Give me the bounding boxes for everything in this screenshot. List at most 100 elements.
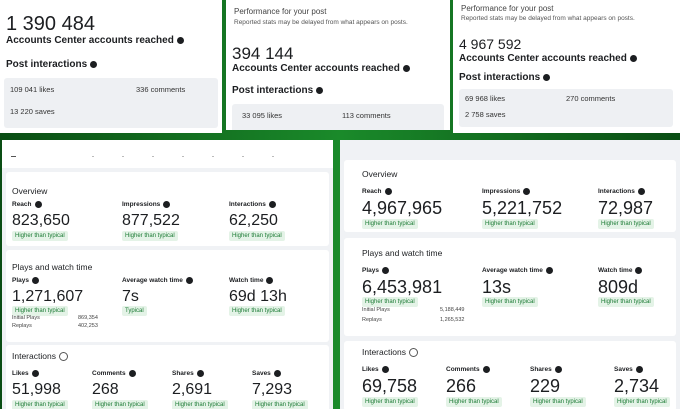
metric-label: Comments bbox=[92, 370, 136, 378]
stats-box bbox=[459, 89, 673, 127]
info-icon bbox=[266, 277, 274, 284]
typical-badge: Higher than typical bbox=[598, 297, 654, 307]
metric-value: 7,293 bbox=[252, 381, 293, 398]
dot bbox=[122, 156, 124, 157]
metric-label: Watch time bbox=[598, 267, 643, 275]
panel-note: Reported stats may be delayed from what … bbox=[234, 19, 408, 26]
metric-label: Reach bbox=[362, 188, 392, 196]
card bbox=[6, 250, 329, 342]
info-icon bbox=[268, 201, 276, 208]
section-title: Plays and watch time bbox=[362, 248, 443, 258]
metric-label: Watch time bbox=[229, 277, 274, 285]
info-icon bbox=[90, 60, 98, 68]
back-arrow bbox=[11, 156, 16, 157]
section-title: Overview bbox=[12, 186, 48, 196]
section-title: Overview bbox=[362, 169, 398, 179]
info-icon bbox=[523, 188, 531, 195]
dot bbox=[92, 156, 94, 157]
typical-badge: Higher than typical bbox=[12, 231, 68, 241]
typical-badge: Higher than typical bbox=[482, 219, 538, 229]
detail-value: 869,354 bbox=[78, 315, 98, 321]
stats-box bbox=[232, 104, 444, 130]
metric-value: 2,734 bbox=[614, 376, 660, 396]
typical-badge: Higher than typical bbox=[446, 397, 502, 407]
metric-label: Saves bbox=[252, 370, 281, 378]
metric-value: 266 bbox=[446, 376, 477, 396]
metric-value: 5,221,752 bbox=[482, 198, 563, 218]
metric-label: Shares bbox=[172, 370, 204, 378]
metric-label: Likes bbox=[12, 370, 39, 378]
info-icon bbox=[58, 352, 68, 362]
typical-badge: Higher than typical bbox=[12, 306, 68, 316]
metric-value: 51,998 bbox=[12, 381, 61, 398]
metric-value: 62,250 bbox=[229, 212, 278, 229]
dot bbox=[152, 156, 154, 157]
metric-value: 4,967,965 bbox=[362, 198, 443, 218]
metric-label: Average watch time bbox=[122, 277, 193, 285]
panel-note: Reported stats may be delayed from what … bbox=[461, 15, 635, 22]
section-title: Post interactions bbox=[459, 73, 551, 83]
info-icon bbox=[554, 366, 562, 373]
metric-label: Plays bbox=[362, 267, 389, 275]
panel-heading: Performance for your post bbox=[461, 4, 554, 13]
detail-label: Initial Plays bbox=[362, 307, 390, 313]
metric-value: 229 bbox=[530, 376, 561, 396]
section-title: Interactions bbox=[12, 352, 68, 362]
metric-value: 268 bbox=[92, 381, 119, 398]
typical-badge: Higher than typical bbox=[252, 400, 308, 409]
insights-panel: Overview Reach 4,967,965 Higher than typica… bbox=[340, 140, 680, 409]
section-title: Interactions bbox=[362, 348, 418, 358]
info-icon bbox=[482, 366, 490, 373]
dot bbox=[242, 156, 244, 157]
metric-value: 69,758 bbox=[362, 376, 418, 396]
detail-value: 5,188,449 bbox=[440, 307, 465, 313]
section-title: Plays and watch time bbox=[12, 262, 93, 272]
typical-badge: Higher than typical bbox=[482, 297, 538, 307]
metric-label: Impressions bbox=[122, 201, 171, 209]
stat: 113 comments bbox=[342, 111, 391, 120]
metric-value: 809d bbox=[598, 277, 639, 297]
reach-value: 4 967 592 bbox=[459, 36, 522, 52]
detail-value: 1,265,532 bbox=[440, 317, 465, 323]
metric-label: Interactions bbox=[598, 188, 645, 196]
info-icon bbox=[637, 188, 645, 195]
stat: 270 comments bbox=[566, 94, 616, 103]
metric-value: 72,987 bbox=[598, 198, 654, 218]
info-icon bbox=[402, 64, 410, 72]
metric-value: 1,271,607 bbox=[12, 288, 84, 305]
info-icon bbox=[196, 370, 204, 377]
dot bbox=[272, 156, 274, 157]
info-icon bbox=[543, 73, 551, 81]
info-icon bbox=[128, 370, 136, 377]
dot bbox=[182, 156, 184, 157]
metric-value: 2,691 bbox=[172, 381, 213, 398]
metric-label: Average watch time bbox=[482, 267, 553, 275]
typical-badge: Higher than typical bbox=[530, 397, 586, 407]
typical-badge: Higher than typical bbox=[362, 397, 418, 407]
metric-value: 6,453,981 bbox=[362, 277, 443, 297]
info-icon bbox=[185, 277, 193, 284]
metric-label: Likes bbox=[362, 366, 389, 374]
reach-label: Accounts Center accounts reached bbox=[459, 54, 637, 64]
insights-panel: Overview Reach 823,650 Higher than typical I… bbox=[2, 140, 333, 409]
panel-heading: Performance for your post bbox=[234, 7, 327, 16]
typical-badge: Higher than typical bbox=[12, 400, 68, 409]
stat: 109 041 likes bbox=[10, 85, 55, 94]
metric-label: Plays bbox=[12, 277, 39, 285]
typical-badge: Higher than typical bbox=[598, 219, 654, 229]
reach-label: Accounts Center accounts reached bbox=[6, 36, 184, 46]
metric-label: Impressions bbox=[482, 188, 531, 196]
typical-badge: Higher than typical bbox=[614, 397, 670, 407]
detail-label: Initial Plays bbox=[12, 315, 40, 321]
info-icon bbox=[273, 370, 281, 377]
metric-value: 69d 13h bbox=[229, 288, 287, 305]
reach-value: 1 390 484 bbox=[6, 13, 95, 35]
info-icon bbox=[384, 188, 392, 195]
metric-label: Reach bbox=[12, 201, 42, 209]
metric-value: 877,522 bbox=[122, 212, 180, 229]
metric-label: Interactions bbox=[229, 201, 276, 209]
dot bbox=[212, 156, 214, 157]
info-icon bbox=[629, 54, 637, 62]
section-title: Post interactions bbox=[232, 86, 324, 96]
